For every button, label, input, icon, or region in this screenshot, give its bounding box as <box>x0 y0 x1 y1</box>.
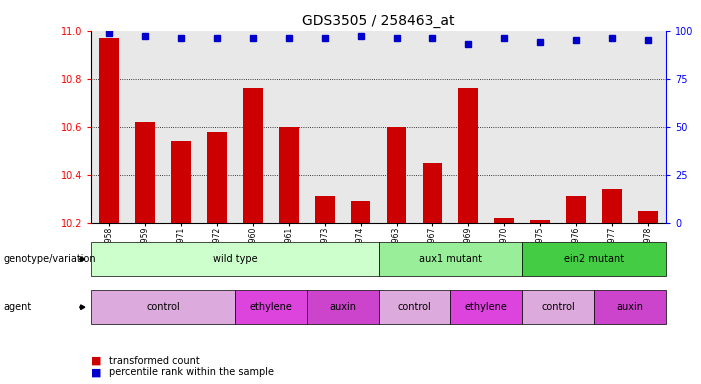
Bar <box>135 122 155 223</box>
Text: control: control <box>541 302 575 312</box>
Bar <box>171 141 191 223</box>
Text: auxin: auxin <box>616 302 644 312</box>
Text: percentile rank within the sample: percentile rank within the sample <box>109 367 273 377</box>
Text: wild type: wild type <box>212 254 257 264</box>
Bar <box>100 38 119 223</box>
Text: ein2 mutant: ein2 mutant <box>564 254 624 264</box>
Text: ■: ■ <box>91 356 102 366</box>
Bar <box>638 211 658 223</box>
Text: genotype/variation: genotype/variation <box>4 254 96 264</box>
Title: GDS3505 / 258463_at: GDS3505 / 258463_at <box>302 14 455 28</box>
Text: ■: ■ <box>91 367 102 377</box>
Text: aux1 mutant: aux1 mutant <box>419 254 482 264</box>
Bar <box>315 196 334 223</box>
Text: control: control <box>146 302 180 312</box>
Text: agent: agent <box>4 302 32 312</box>
Text: ethylene: ethylene <box>250 302 292 312</box>
Text: ethylene: ethylene <box>465 302 508 312</box>
Bar <box>458 88 478 223</box>
Text: auxin: auxin <box>329 302 356 312</box>
Bar <box>566 196 586 223</box>
Bar <box>531 220 550 223</box>
Bar <box>350 201 370 223</box>
Bar <box>602 189 622 223</box>
Bar <box>387 127 407 223</box>
Bar <box>423 163 442 223</box>
Bar <box>207 131 226 223</box>
Text: transformed count: transformed count <box>109 356 199 366</box>
Bar <box>494 218 514 223</box>
Bar <box>279 127 299 223</box>
Bar <box>243 88 263 223</box>
Text: control: control <box>397 302 431 312</box>
